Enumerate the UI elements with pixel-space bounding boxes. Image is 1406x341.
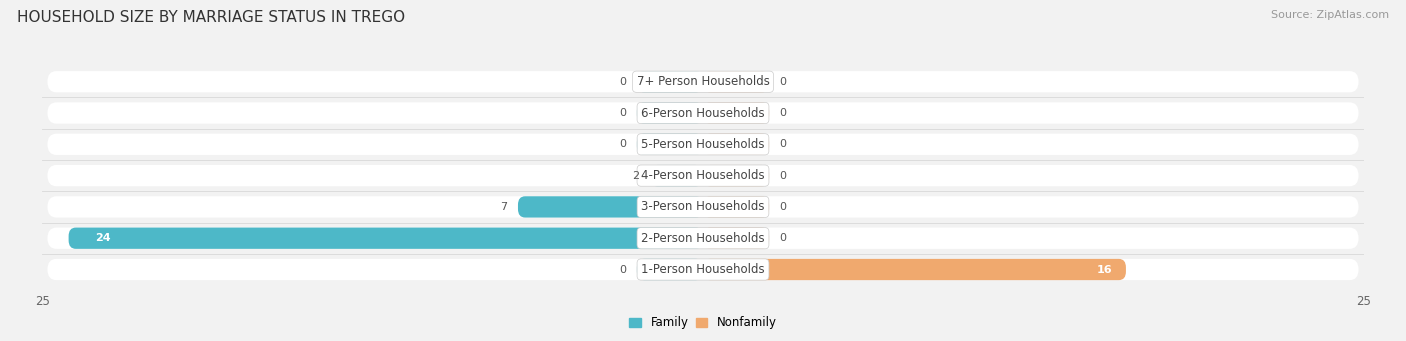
FancyBboxPatch shape xyxy=(703,102,769,124)
FancyBboxPatch shape xyxy=(69,227,703,249)
FancyBboxPatch shape xyxy=(703,196,769,218)
FancyBboxPatch shape xyxy=(637,134,703,155)
Text: 4-Person Households: 4-Person Households xyxy=(641,169,765,182)
FancyBboxPatch shape xyxy=(650,165,703,186)
Text: 0: 0 xyxy=(620,139,626,149)
FancyBboxPatch shape xyxy=(703,71,769,92)
Text: 0: 0 xyxy=(780,170,786,181)
FancyBboxPatch shape xyxy=(517,196,703,218)
FancyBboxPatch shape xyxy=(48,259,1358,280)
Legend: Family, Nonfamily: Family, Nonfamily xyxy=(624,312,782,334)
Text: 5-Person Households: 5-Person Households xyxy=(641,138,765,151)
FancyBboxPatch shape xyxy=(637,71,703,92)
Text: 24: 24 xyxy=(96,233,111,243)
FancyBboxPatch shape xyxy=(637,259,703,280)
Text: 0: 0 xyxy=(780,233,786,243)
Text: 16: 16 xyxy=(1097,265,1112,275)
FancyBboxPatch shape xyxy=(703,227,769,249)
Text: 0: 0 xyxy=(780,202,786,212)
Text: 0: 0 xyxy=(780,77,786,87)
FancyBboxPatch shape xyxy=(637,102,703,124)
FancyBboxPatch shape xyxy=(48,71,1358,92)
Text: 3-Person Households: 3-Person Households xyxy=(641,201,765,213)
Text: 2-Person Households: 2-Person Households xyxy=(641,232,765,245)
FancyBboxPatch shape xyxy=(48,196,1358,218)
FancyBboxPatch shape xyxy=(703,165,769,186)
FancyBboxPatch shape xyxy=(703,259,1126,280)
FancyBboxPatch shape xyxy=(48,165,1358,186)
FancyBboxPatch shape xyxy=(48,134,1358,155)
Text: 1-Person Households: 1-Person Households xyxy=(641,263,765,276)
Text: 7: 7 xyxy=(501,202,508,212)
Text: 0: 0 xyxy=(780,139,786,149)
Text: HOUSEHOLD SIZE BY MARRIAGE STATUS IN TREGO: HOUSEHOLD SIZE BY MARRIAGE STATUS IN TRE… xyxy=(17,10,405,25)
Text: 2: 2 xyxy=(633,170,640,181)
FancyBboxPatch shape xyxy=(48,227,1358,249)
Text: 0: 0 xyxy=(780,108,786,118)
Text: Source: ZipAtlas.com: Source: ZipAtlas.com xyxy=(1271,10,1389,20)
FancyBboxPatch shape xyxy=(703,134,769,155)
Text: 0: 0 xyxy=(620,265,626,275)
Text: 7+ Person Households: 7+ Person Households xyxy=(637,75,769,88)
FancyBboxPatch shape xyxy=(48,102,1358,124)
Text: 0: 0 xyxy=(620,77,626,87)
Text: 0: 0 xyxy=(620,108,626,118)
Text: 6-Person Households: 6-Person Households xyxy=(641,106,765,119)
